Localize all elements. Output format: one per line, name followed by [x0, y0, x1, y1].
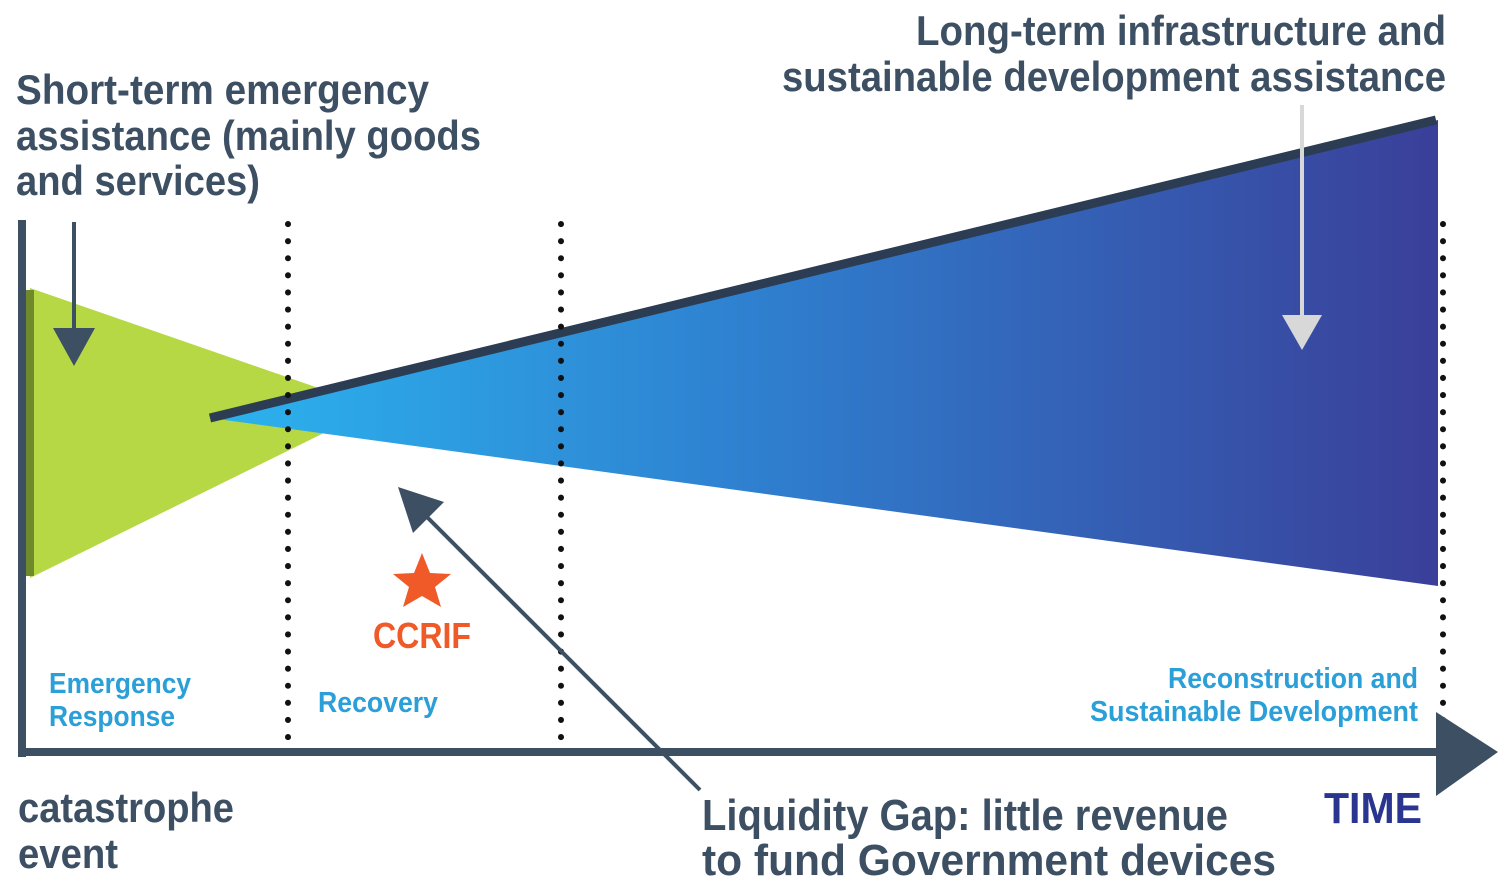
phase-label: Sustainable Development	[1090, 696, 1418, 728]
liquidity-gap-label: Liquidity Gap: little revenue	[702, 791, 1228, 840]
catastrophe-label: catastrophe	[18, 784, 234, 831]
time-label: TIME	[1324, 784, 1422, 833]
ccrif-star	[393, 553, 451, 607]
time-arrowhead	[1436, 712, 1498, 796]
time-axis	[18, 748, 1443, 756]
wedge-top-edge	[208, 115, 1438, 423]
phase-label: Reconstruction and	[1168, 663, 1418, 695]
ccrif-label: CCRIF	[373, 615, 471, 656]
arrow	[418, 508, 702, 792]
arrowhead	[398, 487, 444, 533]
short-term-label: Short-term emergency	[16, 66, 430, 113]
arrowhead	[1282, 315, 1322, 350]
arrowhead	[53, 328, 95, 366]
short-term-label: assistance (mainly goods	[16, 112, 481, 159]
phase-dividers	[285, 221, 1446, 748]
liquidity-gap-label: to fund Government devices	[702, 836, 1276, 883]
phase-label: Response	[49, 701, 175, 733]
short-term-label: and services)	[16, 157, 260, 204]
long-term-label: Long-term infrastructure and	[916, 7, 1446, 54]
catastrophe-label: event	[18, 830, 118, 877]
phase-label: Recovery	[318, 687, 438, 719]
phase-label: Emergency	[49, 668, 191, 700]
emergency-wedge	[30, 288, 330, 578]
development-wedge	[210, 120, 1438, 586]
long-term-label: sustainable development assistance	[782, 53, 1446, 100]
vertical-axis	[18, 220, 26, 757]
wedge-edge	[26, 290, 34, 576]
